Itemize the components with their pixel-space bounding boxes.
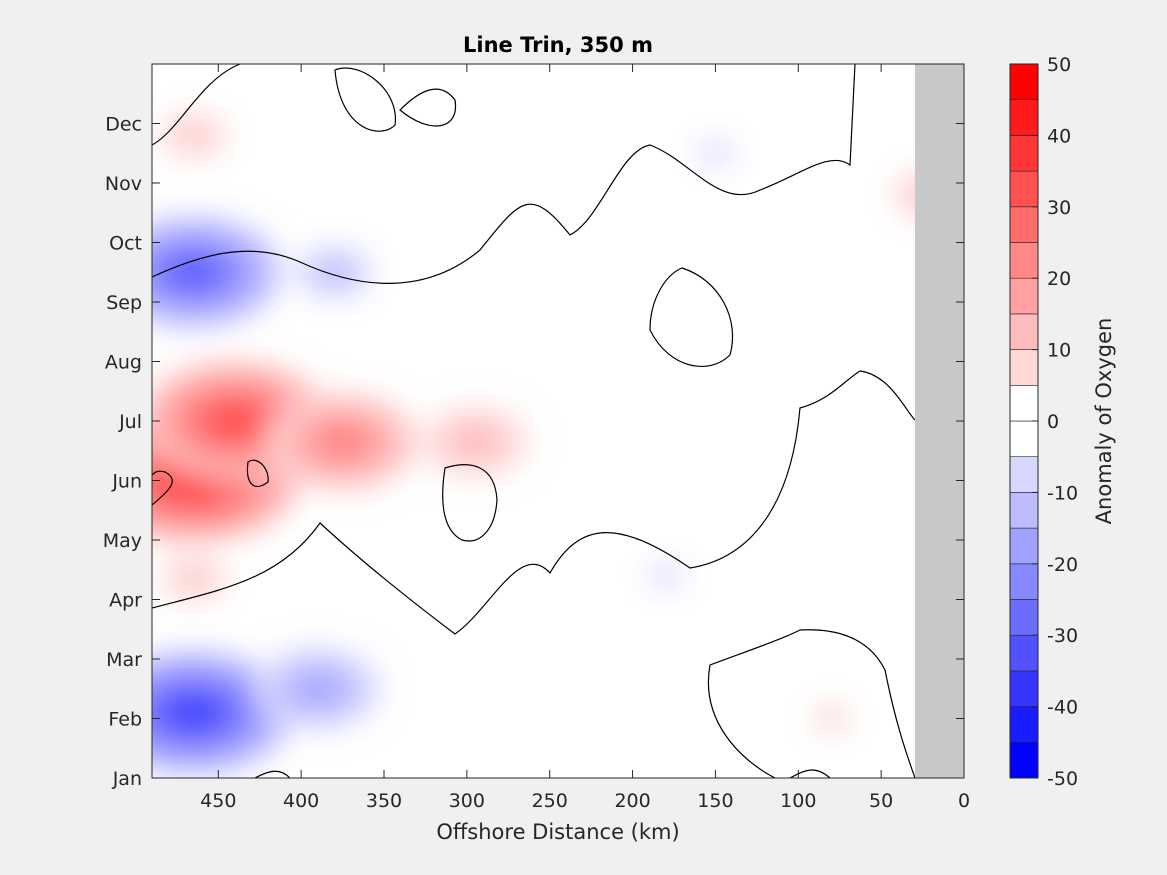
- x-axis: 450 400 350 300 250 200 150 100 50 0: [200, 64, 970, 812]
- zero-contour-line: [707, 629, 916, 778]
- colorbar-band: [1009, 492, 1039, 529]
- colorbar-band: [1009, 349, 1039, 386]
- y-tick-label: Aug: [105, 352, 142, 374]
- x-tick-label: 0: [958, 790, 970, 812]
- anomaly-feature: [168, 697, 219, 728]
- anomaly-feature: [181, 570, 206, 587]
- colorbar-tick-label: -10: [1047, 482, 1078, 504]
- colorbar-ticks: -50 -40 -30 -20 -10 0 10 20 30 40 50: [1032, 54, 1078, 790]
- y-tick-label: Mar: [106, 649, 142, 671]
- y-tick-label: Sep: [106, 292, 142, 314]
- colorbar-tick-label: 10: [1047, 340, 1071, 362]
- anomaly-feature: [181, 127, 206, 144]
- colorbar-band: [1009, 706, 1039, 743]
- anomaly-feature: [461, 432, 489, 452]
- anomaly-feature: [820, 710, 843, 727]
- x-tick-label: 250: [532, 790, 568, 812]
- y-tick-label: Oct: [109, 233, 142, 255]
- y-tick-label: May: [103, 530, 142, 552]
- x-tick-label: 150: [697, 790, 733, 812]
- anomaly-feature: [171, 258, 216, 287]
- zero-contour-line: [442, 464, 498, 542]
- y-tick-label: Jan: [112, 768, 142, 790]
- colorbar-band: [1009, 384, 1039, 422]
- zero-contour-line: [789, 769, 831, 778]
- anomaly-feature: [301, 678, 334, 700]
- y-tick-label: Jun: [111, 471, 142, 493]
- zero-contour-line: [152, 470, 173, 506]
- x-tick-label: 400: [283, 790, 319, 812]
- zero-contour-line: [334, 67, 396, 132]
- colorbar-tick-label: 40: [1047, 125, 1071, 147]
- colorbar-tick-label: 30: [1047, 197, 1071, 219]
- colorbar-band: [1009, 277, 1039, 315]
- colorbar-band: [1009, 206, 1039, 243]
- colorbar-band: [1009, 242, 1039, 279]
- colorbar-tick-label: -20: [1047, 554, 1078, 576]
- colorbar-band: [1009, 599, 1039, 636]
- zero-contour-line: [246, 459, 269, 487]
- colorbar-tick-label: -30: [1047, 625, 1078, 647]
- zero-contour-line: [254, 770, 291, 778]
- zero-contour-line: [399, 88, 457, 127]
- colorbar-tick-label: -50: [1047, 768, 1078, 790]
- colorbar-band: [1009, 670, 1039, 707]
- y-tick-label: Feb: [108, 709, 142, 731]
- colorbar-band: [1009, 313, 1039, 350]
- colorbar-band: [1009, 634, 1039, 672]
- colorbar: -50 -40 -30 -20 -10 0 10 20 30 40 50 Anomaly of Ox…: [1009, 54, 1116, 790]
- colorbar-band: [1009, 170, 1039, 208]
- zero-contour-line: [649, 267, 734, 368]
- colorbar-band: [1009, 99, 1039, 136]
- anomaly-feature: [655, 568, 676, 583]
- x-tick-label: 450: [200, 790, 236, 812]
- zero-contours: [152, 64, 916, 778]
- zero-contour-line: [152, 370, 916, 635]
- colorbar-tick-label: 0: [1047, 411, 1059, 433]
- colorbar-band: [1009, 135, 1039, 172]
- anomaly-field: [152, 102, 964, 775]
- colorbar-tick-label: -40: [1047, 697, 1078, 719]
- anomaly-feature: [211, 406, 259, 436]
- zero-contour-line: [152, 64, 241, 146]
- y-axis: Jan Feb Mar Apr May Jun Jul Aug Sep Oct Nov Dec: [103, 114, 964, 790]
- colorbar-band: [1009, 527, 1039, 565]
- colorbar-tick-label: 50: [1047, 54, 1071, 76]
- colorbar-tick-label: 20: [1047, 268, 1071, 290]
- no-data-region: [915, 64, 964, 778]
- y-tick-label: Jul: [118, 411, 142, 433]
- anomaly-feature: [323, 429, 362, 455]
- x-tick-label: 50: [869, 790, 893, 812]
- x-tick-label: 100: [780, 790, 816, 812]
- zero-contour-line: [152, 64, 856, 284]
- chart-title: Line Trin, 350 m: [463, 33, 653, 57]
- colorbar-band: [1009, 741, 1039, 779]
- plot-area: [151, 63, 965, 779]
- x-tick-label: 200: [614, 790, 650, 812]
- colorbar-band: [1009, 456, 1039, 493]
- y-tick-label: Apr: [109, 590, 142, 612]
- colorbar-label: Anomaly of Oxygen: [1092, 318, 1116, 525]
- colorbar-band: [1009, 420, 1039, 458]
- colorbar-band: [1009, 63, 1039, 101]
- x-axis-label: Offshore Distance (km): [436, 820, 679, 844]
- anomaly-feature: [705, 145, 726, 161]
- x-tick-label: 350: [366, 790, 402, 812]
- colorbar-band: [1009, 563, 1039, 600]
- y-tick-label: Dec: [105, 114, 142, 136]
- x-tick-label: 300: [449, 790, 485, 812]
- y-tick-label: Nov: [105, 173, 142, 195]
